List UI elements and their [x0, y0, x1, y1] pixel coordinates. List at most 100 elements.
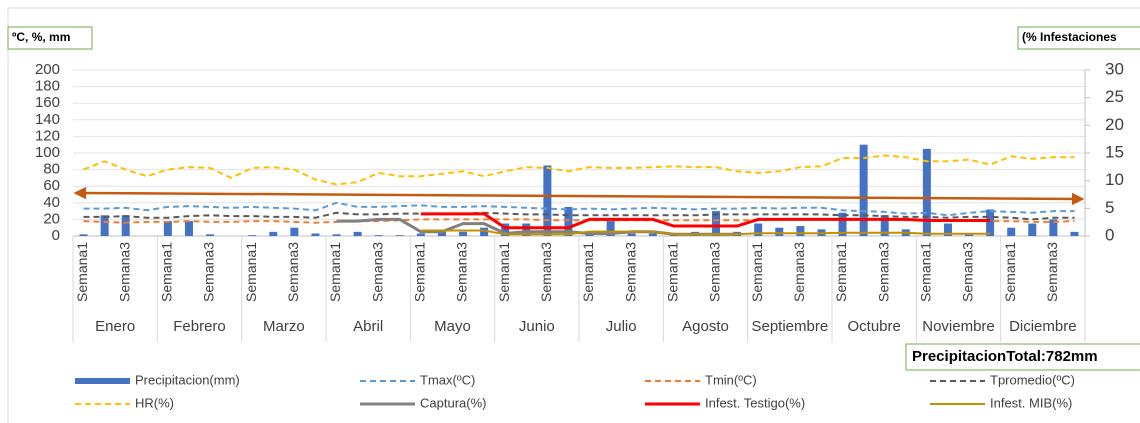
bar [1070, 231, 1079, 236]
x-tick-label: Semana1 [412, 242, 428, 302]
y2-tick-label: 0 [1105, 225, 1114, 244]
legend-label: Tpromedio(ºC) [990, 372, 1075, 387]
bar [395, 235, 404, 236]
legend-label: HR(%) [135, 395, 174, 410]
x-tick-label: Semana3 [285, 242, 301, 302]
y-tick-label: 200 [35, 61, 60, 78]
bar [522, 223, 531, 236]
y-tick-label: 0 [52, 227, 60, 244]
y2-tick-label: 5 [1105, 198, 1114, 217]
x-tick-label: Semana3 [875, 242, 891, 302]
x-tick-label: Semana1 [665, 242, 681, 302]
bar [374, 235, 383, 236]
bar [564, 206, 573, 236]
group-label: Agosto [682, 318, 729, 335]
bar [163, 221, 172, 236]
x-tick-label: Semana3 [1044, 242, 1060, 302]
x-tick-label: Semana1 [243, 242, 259, 302]
y2-tick-label: 20 [1105, 115, 1124, 134]
y2-tick-label: 10 [1105, 170, 1124, 189]
x-tick-label: Semana1 [159, 242, 175, 302]
bar [501, 223, 510, 236]
y2-label-box [1017, 26, 1140, 50]
legend-label: Infest. Testigo(%) [705, 395, 805, 410]
bar [648, 233, 657, 236]
y-tick-label: 140 [35, 111, 60, 128]
legend-label: Tmax(ºC) [420, 372, 475, 387]
bar [121, 215, 130, 236]
y-tick-label: 180 [35, 78, 60, 95]
bar [353, 231, 362, 236]
x-tick-label: Semana1 [749, 242, 765, 302]
bar [206, 234, 215, 236]
bar [712, 211, 721, 236]
x-tick-label: Semana3 [960, 242, 976, 302]
bar [838, 212, 847, 236]
x-tick-label: Semana3 [622, 242, 638, 302]
x-tick-label: Semana3 [116, 242, 132, 302]
y2-tick-label: 15 [1105, 142, 1124, 161]
bar [437, 231, 446, 236]
x-tick-label: Semana1 [580, 242, 596, 302]
x-tick-label: Semana3 [369, 242, 385, 302]
x-tick-label: Semana1 [833, 242, 849, 302]
bar [416, 233, 425, 236]
x-tick-label: Semana1 [918, 242, 934, 302]
annotation-box [905, 343, 1140, 371]
line [83, 201, 1075, 217]
y-tick-label: 80 [43, 161, 60, 178]
y2-tick-label: 25 [1105, 87, 1124, 106]
bar [880, 215, 889, 236]
legend-label: Captura(%) [420, 395, 486, 410]
x-tick-label: Semana1 [327, 242, 343, 302]
group-label: Mayo [434, 318, 471, 335]
group-label: Octubre [847, 318, 900, 335]
x-tick-label: Semana1 [496, 242, 512, 302]
group-label: Septiembre [751, 318, 828, 335]
bar [943, 223, 952, 236]
bar [986, 209, 995, 236]
bar [311, 233, 320, 236]
bar [184, 221, 193, 236]
bar [100, 215, 109, 236]
x-tick-label: Semana3 [791, 242, 807, 302]
bar [606, 221, 615, 236]
bar [248, 235, 257, 236]
group-label: Abril [353, 318, 383, 335]
legend-label: Precipitacion(mm) [135, 372, 240, 387]
bar [775, 227, 784, 236]
y-tick-label: 20 [43, 210, 60, 227]
line [83, 154, 1075, 186]
bar [459, 231, 468, 236]
group-label: Noviembre [922, 318, 995, 335]
y2-tick-label: 30 [1105, 59, 1124, 78]
bar [543, 165, 552, 236]
group-label: Julio [606, 318, 637, 335]
annotation: PrecipitacionTotal:782mm [912, 348, 1098, 365]
y-tick-label: 40 [43, 194, 60, 211]
y-label-box [7, 26, 93, 50]
legend-swatch [75, 378, 130, 384]
x-tick-label: Semana3 [201, 242, 217, 302]
y-tick-label: 60 [43, 177, 60, 194]
y-tick-label: 160 [35, 94, 60, 111]
bar [1007, 227, 1016, 236]
x-tick-label: Semana3 [538, 242, 554, 302]
bar [290, 227, 299, 236]
bar [627, 233, 636, 236]
y2-axis-label: (% Infestaciones [1022, 30, 1117, 44]
bar [754, 223, 763, 236]
line [420, 229, 991, 236]
bar [480, 227, 489, 236]
bar [79, 234, 88, 236]
line [83, 211, 1075, 221]
x-tick-label: Semana3 [454, 242, 470, 302]
group-label: Enero [95, 318, 135, 335]
group-label: Febrero [173, 318, 226, 335]
x-tick-label: Semana1 [1002, 242, 1018, 302]
x-tick-label: Semana1 [74, 242, 90, 302]
arrow [73, 186, 1085, 206]
bar [332, 234, 341, 236]
legend-label: Infest. MIB(%) [990, 395, 1072, 410]
